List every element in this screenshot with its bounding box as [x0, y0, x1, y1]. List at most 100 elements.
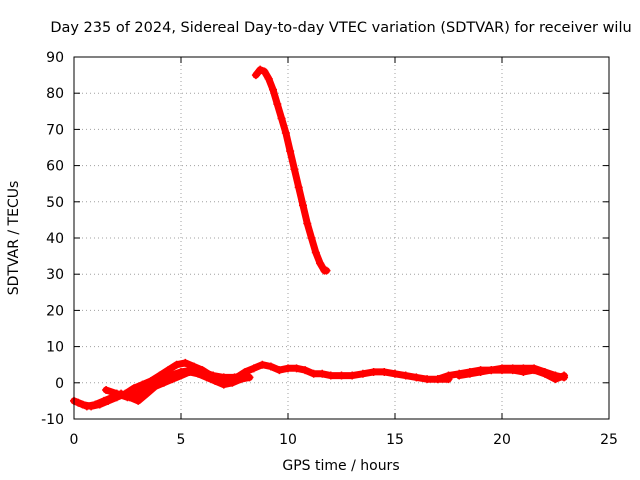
data-point — [309, 369, 318, 378]
data-point — [412, 373, 421, 382]
series-group — [102, 366, 250, 402]
y-tick-label: 40 — [46, 231, 64, 247]
data-point — [91, 400, 100, 409]
data-point — [292, 364, 301, 373]
data-point — [465, 369, 474, 378]
data-point — [560, 371, 569, 380]
y-tick-label: 50 — [46, 195, 64, 211]
data-point — [112, 389, 121, 398]
x-tick-label: 20 — [493, 432, 511, 448]
x-tick-label: 0 — [70, 432, 79, 448]
data-point — [530, 366, 539, 375]
y-tick-label: 70 — [46, 122, 64, 138]
data-point — [298, 201, 307, 210]
data-point — [123, 393, 132, 402]
y-tick-label: 30 — [46, 267, 64, 283]
data-point — [181, 358, 190, 367]
data-point — [316, 259, 325, 268]
data-point — [391, 369, 399, 378]
data-point — [301, 366, 310, 375]
x-tick-label: 5 — [177, 432, 186, 448]
y-tick-label: 0 — [55, 376, 64, 392]
data-point — [256, 65, 265, 74]
data-point — [241, 371, 250, 380]
series-group — [455, 366, 569, 384]
data-point — [337, 371, 346, 380]
data-point — [487, 366, 496, 375]
data-point — [219, 380, 228, 389]
data-point — [401, 371, 410, 380]
series-group — [251, 65, 331, 275]
data-points — [70, 65, 569, 411]
grid-lines — [74, 57, 609, 419]
data-point — [423, 375, 432, 384]
data-point — [508, 366, 517, 375]
data-point — [369, 367, 378, 376]
data-point — [277, 114, 286, 123]
data-point — [264, 74, 273, 83]
data-point — [134, 396, 143, 405]
data-point — [260, 67, 269, 76]
x-axis-label: GPS time / hours — [282, 458, 399, 474]
data-point — [166, 371, 175, 380]
data-point — [177, 367, 185, 376]
data-point — [311, 248, 320, 257]
chart-title: Day 235 of 2024, Sidereal Day-to-day VTE… — [50, 20, 631, 36]
data-point — [540, 369, 549, 378]
data-point — [519, 367, 528, 376]
data-point — [380, 367, 389, 376]
data-point — [82, 402, 91, 411]
y-tick-label: -10 — [41, 412, 64, 428]
data-point — [455, 371, 464, 380]
data-point — [102, 386, 111, 395]
x-tick-label: 15 — [386, 432, 404, 448]
data-point — [230, 373, 239, 382]
series-group — [70, 358, 453, 411]
data-point — [249, 364, 258, 373]
y-tick-label: 20 — [46, 303, 64, 319]
data-point — [155, 375, 164, 384]
data-point — [266, 362, 275, 371]
series-trace — [252, 66, 330, 275]
data-point — [476, 367, 485, 376]
data-point — [498, 366, 506, 375]
data-point — [269, 85, 278, 94]
axis-ticks: 0 5 10 15 20 25 -10 0 10 20 30 40 50 60 70 80 90 — [41, 50, 618, 448]
data-point — [286, 147, 295, 156]
data-point — [444, 371, 453, 380]
data-point — [326, 371, 335, 380]
data-point — [290, 165, 299, 174]
data-point — [551, 375, 560, 384]
data-point — [134, 389, 143, 398]
data-point — [284, 364, 292, 373]
data-point — [348, 371, 357, 380]
data-point — [275, 366, 284, 375]
data-point — [144, 382, 153, 391]
y-tick-label: 60 — [46, 159, 64, 175]
data-point — [187, 366, 196, 375]
data-point — [219, 373, 228, 382]
data-point — [273, 100, 282, 109]
y-tick-label: 90 — [46, 50, 64, 66]
data-point — [303, 219, 312, 228]
data-point — [258, 360, 267, 369]
data-point — [433, 375, 442, 384]
data-point — [129, 384, 138, 393]
data-point — [294, 183, 303, 192]
y-axis-label: SDTVAR / TECUs — [6, 181, 22, 296]
data-point — [322, 266, 331, 275]
data-point — [358, 369, 367, 378]
data-point — [251, 71, 260, 80]
data-point — [99, 396, 108, 405]
x-tick-label: 10 — [279, 432, 297, 448]
y-tick-label: 10 — [46, 340, 64, 356]
data-point — [172, 360, 181, 369]
data-point — [74, 398, 83, 407]
y-tick-label: 80 — [46, 86, 64, 102]
x-tick-label: 25 — [600, 432, 618, 448]
data-point — [318, 369, 327, 378]
data-point — [281, 129, 290, 138]
data-point — [209, 371, 218, 380]
data-point — [198, 367, 207, 376]
